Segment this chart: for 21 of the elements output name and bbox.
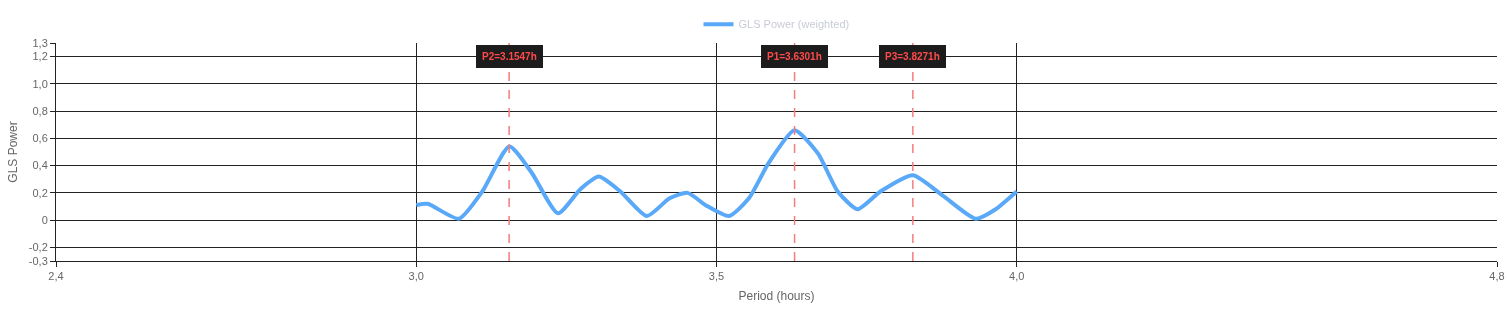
line-series [414, 128, 1019, 221]
y-tick-label: 0 [41, 213, 48, 226]
x-tick-label: 3,5 [708, 270, 725, 283]
y-tick-label: 0,6 [32, 132, 48, 145]
x-tick-label: 3,0 [408, 270, 424, 283]
x-tick-label: 2,4 [48, 270, 64, 283]
ref-line-label: P1=3.6301h [767, 51, 822, 62]
x-tick-label: 4,8 [1489, 270, 1505, 283]
y-tick-label: 1,2 [32, 50, 48, 63]
ref-line-label: P2=3.1547h [482, 51, 537, 62]
y-tick-label: 1,3 [32, 36, 48, 49]
y-tick-label: 0,2 [32, 186, 48, 199]
y-tick-label: 1,0 [32, 77, 48, 90]
y-tick-label: 0,4 [32, 159, 48, 172]
y-axis-title: GLS Power [6, 121, 21, 183]
y-tick-label: -0,2 [28, 241, 48, 254]
ref-line-label: P3=3.8271h [885, 51, 940, 62]
x-axis-title: Period (hours) [738, 289, 815, 304]
x-tick-label: 4,0 [1009, 270, 1025, 283]
y-tick-label: 0,8 [32, 104, 48, 117]
y-tick-label: -0,3 [28, 254, 48, 267]
